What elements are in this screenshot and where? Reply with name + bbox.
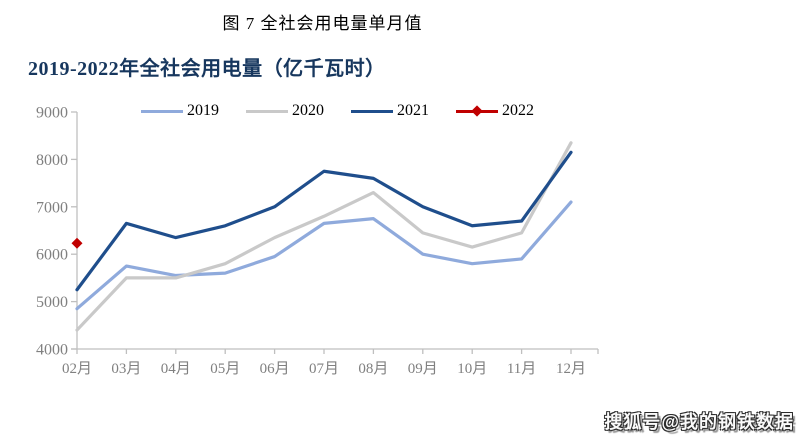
x-axis-tick-label: 06月 bbox=[260, 361, 290, 377]
y-axis-tick-label: 9000 bbox=[36, 105, 68, 122]
chart-legend: 2019 2020 2021 2022 bbox=[141, 103, 534, 119]
legend-line-swatch bbox=[351, 109, 393, 113]
chart-title: 2019-2022年全社会用电量（亿千瓦时） bbox=[28, 58, 386, 80]
legend-item-2022: 2022 bbox=[456, 103, 534, 119]
legend-item-2019: 2019 bbox=[141, 103, 219, 119]
x-axis-tick-label: 10月 bbox=[457, 361, 487, 377]
legend-label: 2019 bbox=[187, 102, 219, 119]
legend-line-swatch bbox=[456, 104, 498, 117]
x-axis-tick-label: 07月 bbox=[309, 361, 339, 377]
figure-title: 图 7 全社会用电量单月值 bbox=[222, 14, 423, 33]
x-axis-tick-label: 05月 bbox=[210, 361, 240, 377]
series-line-2019 bbox=[75, 200, 573, 311]
legend-label: 2022 bbox=[502, 102, 534, 119]
y-axis-tick-label: 6000 bbox=[36, 247, 68, 264]
series-line-2021 bbox=[75, 150, 573, 292]
y-axis-tick-label: 8000 bbox=[36, 152, 68, 169]
legend-item-2020: 2020 bbox=[246, 103, 324, 119]
legend-item-2021: 2021 bbox=[351, 103, 429, 119]
legend-label: 2020 bbox=[292, 102, 324, 119]
x-axis-tick-label: 08月 bbox=[358, 361, 388, 377]
x-axis-tick-label: 09月 bbox=[408, 361, 438, 377]
legend-label: 2021 bbox=[397, 102, 429, 119]
y-axis-tick-label: 7000 bbox=[36, 199, 68, 216]
x-axis-tick-label: 02月 bbox=[62, 361, 92, 377]
legend-line-swatch bbox=[246, 109, 288, 113]
data-point-diamond-2022 bbox=[71, 237, 83, 249]
series-line-2020 bbox=[75, 141, 573, 332]
x-axis-tick-label: 04月 bbox=[161, 361, 191, 377]
y-axis-tick-label: 5000 bbox=[36, 294, 68, 311]
watermark: 搜狐号@我的钢铁数据 bbox=[604, 412, 794, 432]
x-axis-tick-label: 03月 bbox=[111, 361, 141, 377]
x-axis-tick-label: 11月 bbox=[507, 361, 536, 377]
x-axis-tick-label: 12月 bbox=[556, 361, 586, 377]
legend-line-swatch bbox=[141, 109, 183, 113]
y-axis-tick-label: 4000 bbox=[36, 342, 68, 359]
